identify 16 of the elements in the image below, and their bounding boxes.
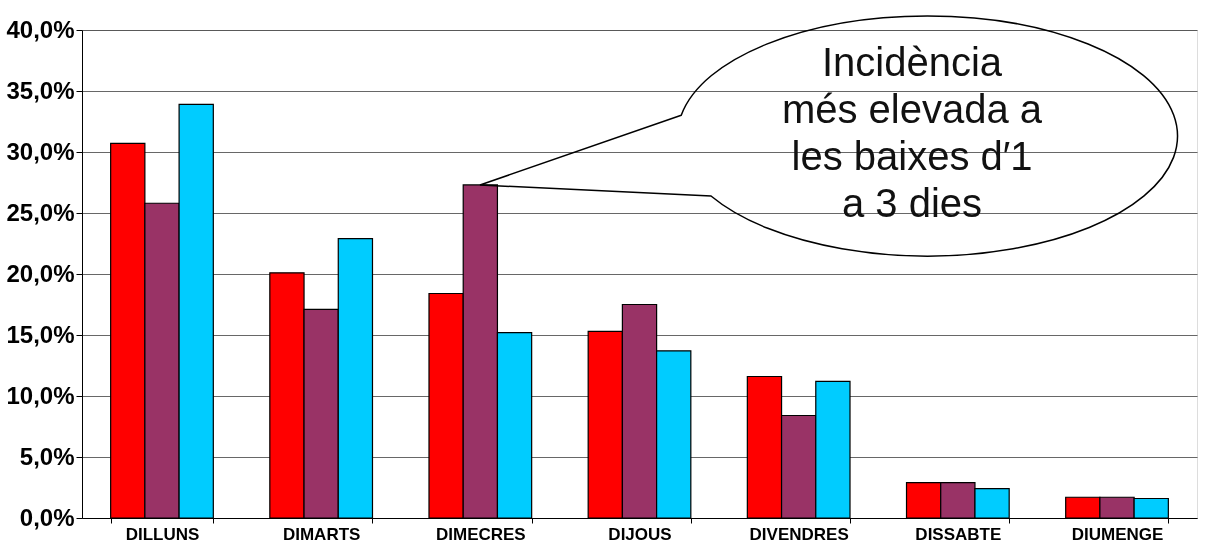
y-tick-label: 40,0%: [6, 15, 75, 43]
x-tick-label: DIMARTS: [282, 524, 361, 542]
x-tick-label: DISSABTE: [915, 524, 1002, 542]
y-tick-label: 5,0%: [19, 442, 75, 470]
y-tick-label: 15,0%: [6, 320, 75, 348]
x-tick-label: DIMECRES: [435, 524, 526, 542]
y-tick-label: 30,0%: [6, 137, 75, 165]
y-tick-label: 20,0%: [6, 259, 75, 287]
x-tick-label: DIVENDRES: [749, 524, 849, 542]
y-tick-label: 35,0%: [6, 76, 75, 104]
y-tick-label: 10,0%: [6, 381, 75, 409]
x-tick-label: DIUMENGE: [1071, 524, 1164, 542]
x-tick-label: DILLUNS: [125, 524, 200, 542]
x-tick-label: DIJOUS: [608, 524, 672, 542]
y-tick-label: 25,0%: [6, 198, 75, 226]
y-tick-label: 0,0%: [19, 503, 75, 531]
